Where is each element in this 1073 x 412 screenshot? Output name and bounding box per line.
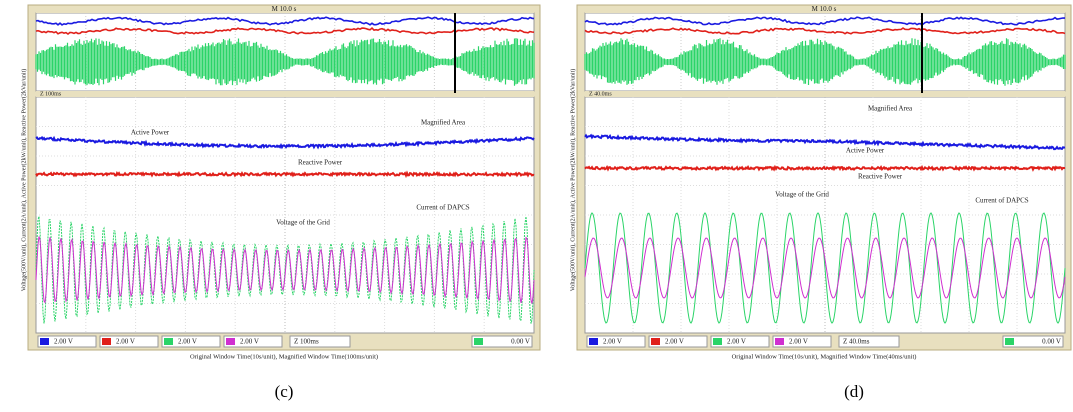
channel-scale: 2.00 V <box>116 338 135 346</box>
x-axis-label: Original Window Time(10s/unit), Magnifie… <box>732 353 917 360</box>
channel-tag <box>775 338 784 345</box>
trigger-tag <box>1005 338 1014 345</box>
channel-tag <box>589 338 598 345</box>
channel-tag <box>651 338 660 345</box>
trigger-readout: 0.00 V <box>1042 338 1061 346</box>
zoom-timebase: Z 40.0ms <box>589 91 612 97</box>
channel-tag <box>164 338 173 345</box>
channel-scale: 2.00 V <box>789 338 808 346</box>
channel-scale: 2.00 V <box>178 338 197 346</box>
channel-scale: 2.00 V <box>665 338 684 346</box>
dapcs-current: Current of DAPCS <box>975 197 1028 205</box>
trigger-readout: 0.00 V <box>511 338 530 346</box>
zoom-timebase: Z 100ms <box>40 91 62 97</box>
reactive-power: Reactive Power <box>858 173 903 181</box>
active-power: Active Power <box>131 129 170 137</box>
zoom-header <box>585 91 1065 97</box>
timebase-readout: Z 40.0ms <box>843 338 870 346</box>
magnified-label: Magnified Area <box>868 105 913 113</box>
panel-caption: (d) <box>844 382 864 401</box>
scope-panel: M 10.0 s Z 100ms Active Power Reactive Powe… <box>20 5 540 401</box>
overview-time: M 10.0 s <box>272 5 297 13</box>
channel-scale: 2.00 V <box>727 338 746 346</box>
channel-scale: 2.00 V <box>240 338 259 346</box>
channel-scale: 2.00 V <box>603 338 622 346</box>
reactive-power: Reactive Power <box>298 159 343 167</box>
scope-panel: M 10.0 s Z 40.0ms Active Power Reactive Pow… <box>569 5 1071 401</box>
grid-voltage: Voltage of the Grid <box>775 191 829 199</box>
panel-caption: (c) <box>275 382 294 401</box>
magnified-label: Magnified Area <box>421 119 466 127</box>
figure: M 10.0 s Z 100ms Active Power Reactive Powe… <box>0 0 1073 412</box>
dapcs-current: Current of DAPCS <box>416 204 469 212</box>
grid-voltage: Voltage of the Grid <box>276 219 330 227</box>
channel-scale: 2.00 V <box>54 338 73 346</box>
timebase-readout: Z 100ms <box>294 338 319 346</box>
y-axis-label: Voltage(500V/unit), Current(2A/unit), Ac… <box>569 69 576 292</box>
channel-tag <box>713 338 722 345</box>
trigger-tag <box>474 338 483 345</box>
y-axis-label: Voltage(500V/unit), Current(2A/unit), Ac… <box>20 69 27 292</box>
channel-tag <box>226 338 235 345</box>
channel-tag <box>102 338 111 345</box>
x-axis-label: Original Window Time(10s/unit), Magnifie… <box>190 353 378 360</box>
active-power: Active Power <box>846 147 885 155</box>
zoom-header <box>36 91 534 97</box>
overview-time: M 10.0 s <box>812 5 837 13</box>
channel-tag <box>40 338 49 345</box>
